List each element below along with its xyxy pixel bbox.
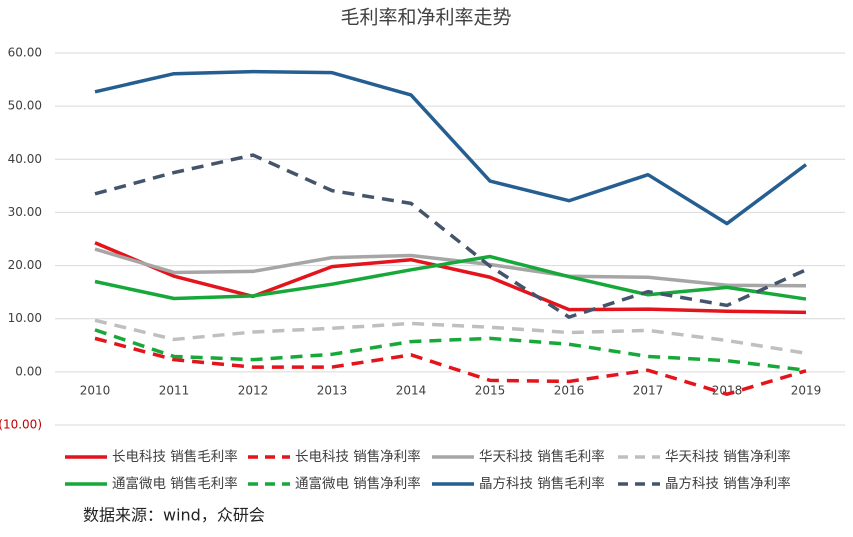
- x-tick-label: 2012: [238, 383, 269, 397]
- source-note: 数据来源：wind，众研会: [83, 506, 265, 525]
- legend-label: 长电科技 销售毛利率: [112, 448, 238, 465]
- legend-label: 华天科技 销售净利率: [665, 448, 791, 465]
- legend-label: 通富微电 销售毛利率: [112, 475, 238, 492]
- x-tick-label: 2015: [475, 383, 506, 397]
- y-tick-label: 30.00: [8, 205, 42, 219]
- x-tick-label: 2010: [80, 383, 111, 397]
- series-line: [94, 328, 807, 373]
- x-tick-label: 2018: [712, 383, 743, 397]
- series-line: [94, 69, 808, 226]
- series-line: [94, 247, 807, 288]
- y-tick-label: 50.00: [8, 99, 42, 113]
- series-line: [94, 318, 807, 355]
- chart-title: 毛利率和净利率走势: [340, 7, 511, 29]
- x-tick-label: 2019: [791, 383, 822, 397]
- series-line: [94, 254, 807, 301]
- x-tick-label: 2014: [396, 383, 427, 397]
- series-line: [94, 241, 807, 315]
- legend-label: 晶方科技 销售毛利率: [479, 475, 605, 492]
- x-tick-label: 2016: [554, 383, 585, 397]
- x-tick-label: 2013: [317, 383, 348, 397]
- y-tick-label: (10.00): [0, 418, 42, 432]
- y-tick-label: 60.00: [8, 46, 42, 60]
- legend-label: 通富微电 销售净利率: [295, 475, 421, 492]
- y-tick-label: 0.00: [15, 364, 42, 378]
- x-tick-label: 2011: [159, 383, 190, 397]
- legend-label: 长电科技 销售净利率: [295, 448, 421, 465]
- legend-label: 华天科技 销售毛利率: [479, 448, 605, 465]
- y-tick-label: 20.00: [8, 258, 42, 272]
- series-line: [94, 336, 807, 396]
- y-tick-label: 10.00: [8, 311, 42, 325]
- legend-label: 晶方科技 销售净利率: [665, 475, 791, 492]
- series-line: [94, 153, 807, 319]
- x-tick-label: 2017: [633, 383, 664, 397]
- y-tick-label: 40.00: [8, 152, 42, 166]
